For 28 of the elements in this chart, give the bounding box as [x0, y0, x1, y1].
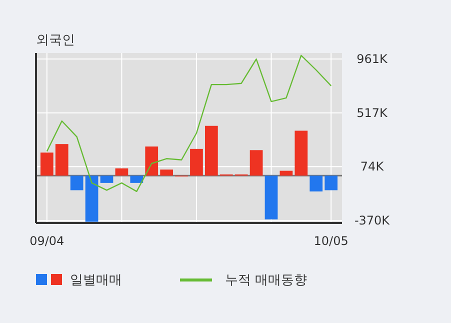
bar [280, 170, 293, 176]
bar [294, 130, 308, 176]
legend-label: 일별매매 [70, 273, 122, 288]
bar [250, 150, 263, 176]
y-tick-label: -370K [354, 214, 391, 228]
x-tick-label: 10/05 [314, 234, 348, 248]
bar [55, 144, 68, 176]
bar [324, 176, 338, 190]
y-tick-label: 74K [360, 160, 385, 174]
bar [115, 168, 128, 176]
bar [190, 148, 203, 176]
bar [130, 176, 144, 183]
bar [310, 176, 323, 192]
legend-일별매매: 일별매매 [36, 273, 122, 288]
chart-title: 외국인 [36, 33, 75, 48]
bar [70, 176, 84, 190]
bar [205, 126, 218, 176]
bar [160, 170, 173, 176]
line-series [46, 54, 332, 192]
y-tick-label: 517K [356, 106, 389, 120]
y-tick-label: 961K [356, 52, 389, 66]
bar [100, 176, 114, 183]
bar [85, 176, 98, 222]
x-tick-label: 09/04 [30, 234, 64, 248]
legend-label: 누적 매매동향 [225, 273, 308, 288]
bar [264, 176, 278, 220]
bar [40, 152, 54, 176]
bar [145, 146, 158, 176]
